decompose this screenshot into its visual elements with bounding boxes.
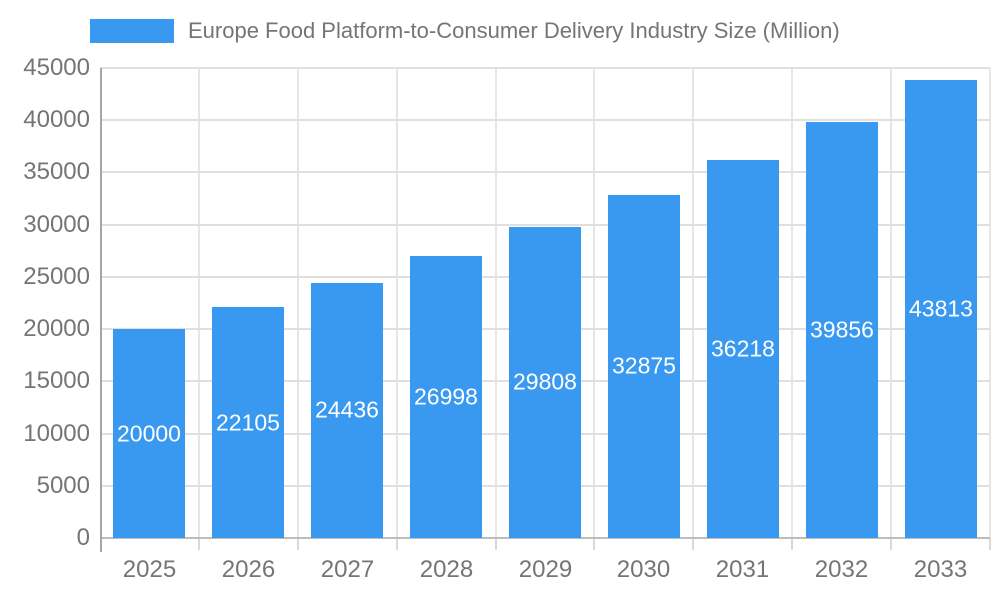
bar [113,329,185,538]
bar [311,283,383,538]
bar [410,256,482,538]
y-tick-label: 45000 [23,54,90,81]
bar [707,160,779,538]
x-axis-tick [396,538,398,550]
y-tick-label: 10000 [23,420,90,447]
bar-value-label: 24436 [315,396,379,423]
gridline-vertical [297,68,299,538]
bar-value-label: 22105 [216,409,280,436]
bar [608,195,680,538]
gridline-vertical [495,68,497,538]
legend-swatch [90,19,174,43]
bar [806,122,878,538]
gridline-vertical [198,68,200,538]
legend-label: Europe Food Platform-to-Consumer Deliver… [188,18,840,43]
x-axis-line [100,537,990,539]
bar [905,80,977,538]
bar-value-label: 32875 [612,352,676,379]
x-axis-tick [495,538,497,550]
bar-value-label: 39856 [810,316,874,343]
gridline-horizontal [100,171,990,173]
x-axis-tick [593,538,595,550]
y-tick-label: 0 [76,524,90,551]
bar [509,227,581,538]
x-tick-label: 2027 [320,556,375,583]
gridline-vertical [890,68,892,538]
x-axis-tick [692,538,694,550]
gridline-vertical [989,68,991,538]
x-tick-label: 2030 [616,556,671,583]
bar [212,307,284,538]
gridline-vertical [396,68,398,538]
plot-area: 20000 22105 24436 26998 29808 32875 36218 39856… [100,67,991,552]
gridline-vertical [692,68,694,538]
x-tick-label: 2031 [715,556,770,583]
x-axis-tick [198,538,200,550]
x-tick-label: 2026 [221,556,276,583]
y-tick-label: 30000 [23,211,90,238]
x-axis-tick [989,538,991,550]
bar-value-label: 20000 [117,420,181,447]
bar-value-label: 26998 [414,383,478,410]
x-tick-label: 2029 [518,556,573,583]
gridline-horizontal [100,67,990,69]
legend: Europe Food Platform-to-Consumer Deliver… [90,18,840,44]
x-tick-label: 2033 [913,556,968,583]
gridline-vertical [593,68,595,538]
bar-value-label: 36218 [711,335,775,362]
y-tick-label: 20000 [23,315,90,342]
x-tick-label: 2032 [814,556,869,583]
x-axis-tick [791,538,793,550]
bar-value-label: 43813 [909,295,973,322]
x-tick-label: 2025 [122,556,177,583]
y-tick-label: 35000 [23,158,90,185]
gridline-horizontal [100,224,990,226]
y-tick-label: 25000 [23,263,90,290]
y-axis-line [100,68,102,552]
gridline-horizontal [100,119,990,121]
bar-value-label: 29808 [513,368,577,395]
x-axis-tick [890,538,892,550]
y-tick-label: 15000 [23,367,90,394]
gridline-vertical [791,68,793,538]
y-tick-label: 5000 [36,472,90,499]
y-tick-label: 40000 [23,106,90,133]
x-tick-label: 2028 [419,556,474,583]
x-axis-tick [297,538,299,550]
